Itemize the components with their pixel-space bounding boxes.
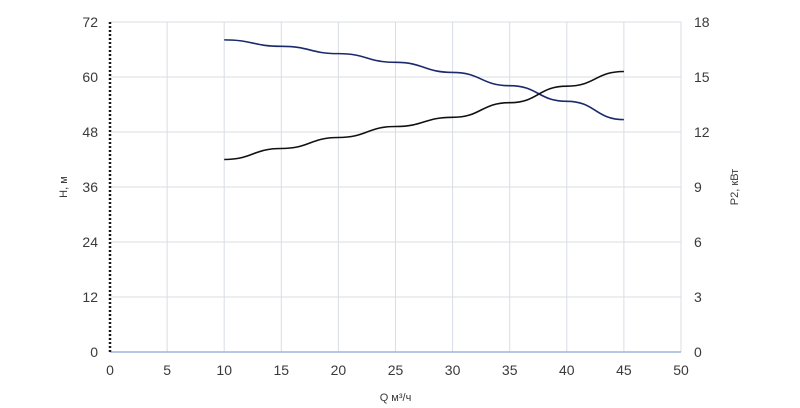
x-tick-label: 25 xyxy=(388,362,404,378)
x-tick-label: 45 xyxy=(616,362,632,378)
power-curve-line xyxy=(224,70,624,161)
left-y-tick-labels: 0 12 24 36 48 60 72 xyxy=(82,14,98,360)
left-y-tick-label: 24 xyxy=(82,234,98,250)
left-y-tick-label: 0 xyxy=(90,344,98,360)
x-tick-label: 0 xyxy=(106,362,114,378)
x-tick-label: 35 xyxy=(502,362,518,378)
x-tick-label: 20 xyxy=(331,362,347,378)
left-y-tick-label: 36 xyxy=(82,179,98,195)
horizontal-gridlines xyxy=(110,21,681,298)
right-y-tick-label: 6 xyxy=(694,234,702,250)
left-y-tick-label: 60 xyxy=(82,69,98,85)
right-y-tick-label: 18 xyxy=(694,14,710,30)
right-y-axis-title: P2, кВт xyxy=(729,169,741,205)
right-y-tick-label: 9 xyxy=(694,179,702,195)
x-tick-label: 50 xyxy=(673,362,689,378)
x-tick-label: 30 xyxy=(445,362,461,378)
left-y-tick-label: 72 xyxy=(82,14,98,30)
x-tick-label: 10 xyxy=(216,362,232,378)
right-y-tick-label: 12 xyxy=(694,124,710,140)
right-y-tick-label: 0 xyxy=(694,344,702,360)
x-axis-title: Q м³/ч xyxy=(380,392,412,404)
head-curve-line xyxy=(224,39,624,121)
right-y-tick-labels: 0 3 6 9 12 15 18 xyxy=(694,14,710,360)
x-tick-label: 5 xyxy=(163,362,171,378)
left-y-axis-title: H, м xyxy=(58,176,70,198)
right-y-tick-label: 15 xyxy=(694,69,710,85)
left-y-tick-label: 48 xyxy=(82,124,98,140)
right-y-tick-label: 3 xyxy=(694,289,702,305)
x-tick-label: 40 xyxy=(559,362,575,378)
x-tick-label: 15 xyxy=(274,362,290,378)
x-tick-labels: 0 5 10 15 20 25 30 35 40 45 50 xyxy=(106,362,689,378)
left-y-tick-label: 12 xyxy=(82,289,98,305)
series-group xyxy=(224,39,624,161)
